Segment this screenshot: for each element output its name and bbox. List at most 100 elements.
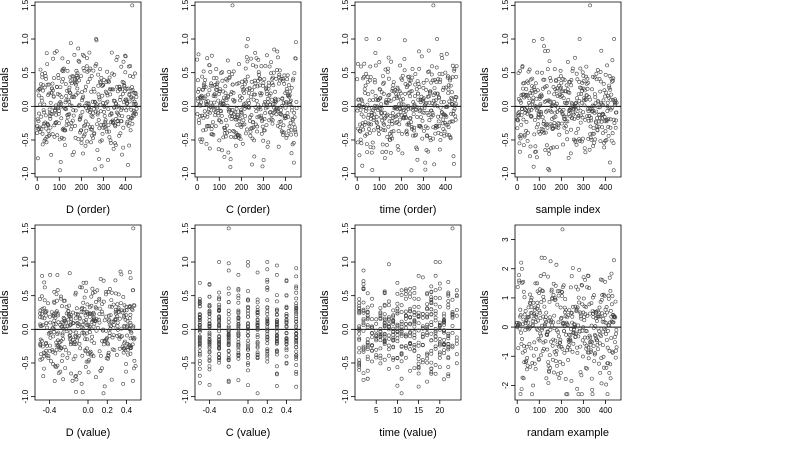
data-point — [601, 354, 606, 359]
data-point — [528, 154, 532, 159]
data-point — [540, 288, 545, 293]
x-tick-label: 5 — [374, 406, 379, 415]
data-point — [63, 82, 68, 86]
data-point — [446, 302, 451, 307]
data-point — [548, 78, 553, 83]
data-point — [195, 57, 200, 62]
data-point — [600, 113, 605, 117]
data-point — [265, 328, 270, 333]
data-point — [197, 353, 202, 358]
data-point — [259, 113, 264, 118]
data-point — [113, 309, 118, 314]
data-point — [605, 392, 610, 397]
data-point — [546, 148, 551, 153]
data-point — [120, 87, 125, 92]
data-point — [255, 300, 260, 305]
data-point — [225, 78, 230, 83]
data-point — [118, 87, 123, 91]
data-point — [403, 334, 408, 339]
data-point — [454, 308, 459, 312]
data-point — [127, 327, 132, 332]
x-tick-label: 200 — [75, 183, 89, 192]
data-point — [519, 330, 523, 335]
data-point — [394, 120, 399, 124]
x-axis-title: time (value) — [379, 427, 436, 439]
data-point — [532, 340, 537, 345]
data-point — [133, 71, 137, 76]
data-point — [579, 373, 584, 378]
data-point — [197, 366, 202, 371]
data-point — [613, 125, 618, 130]
data-point — [248, 129, 253, 134]
data-point — [123, 348, 128, 353]
x-tick-label: 0 — [195, 183, 200, 192]
data-point — [56, 343, 60, 348]
data-point — [580, 302, 585, 307]
data-point — [403, 112, 407, 117]
data-point — [386, 322, 391, 327]
data-point — [99, 353, 103, 358]
data-point — [359, 64, 363, 69]
data-point — [285, 73, 290, 78]
data-point — [73, 354, 78, 359]
data-point — [84, 289, 88, 294]
data-point — [115, 333, 120, 338]
data-point — [241, 118, 246, 123]
data-point — [596, 326, 601, 331]
data-point — [374, 353, 379, 358]
data-point — [246, 346, 250, 351]
data-point — [595, 308, 600, 313]
data-point — [284, 135, 289, 140]
data-point — [229, 90, 234, 94]
data-point — [82, 307, 87, 311]
data-point — [207, 382, 212, 387]
data-point — [561, 96, 566, 101]
data-point — [94, 306, 99, 311]
data-point — [207, 338, 212, 343]
data-point — [446, 331, 451, 336]
data-point — [88, 314, 92, 319]
data-point — [552, 121, 557, 125]
data-point — [525, 315, 530, 320]
data-point — [404, 130, 409, 135]
data-point — [595, 342, 600, 347]
data-point — [437, 343, 442, 348]
data-point — [537, 115, 541, 120]
data-point — [358, 108, 363, 112]
data-point — [553, 283, 558, 288]
data-point — [609, 138, 614, 143]
data-point — [255, 115, 260, 120]
data-point — [382, 312, 387, 317]
data-point — [600, 125, 605, 130]
data-point — [207, 324, 212, 328]
data-point — [251, 97, 256, 102]
data-point — [545, 122, 550, 127]
data-point — [517, 110, 522, 114]
data-point — [117, 336, 122, 341]
data-point — [576, 106, 581, 111]
data-point — [358, 137, 363, 142]
data-point — [517, 326, 522, 331]
data-point — [520, 64, 525, 69]
data-point — [365, 325, 370, 330]
data-point — [398, 110, 403, 115]
data-point — [44, 348, 49, 353]
data-point — [539, 111, 543, 116]
data-point — [412, 342, 417, 347]
data-point — [80, 110, 85, 114]
data-point — [606, 133, 611, 138]
data-point — [402, 38, 407, 43]
data-point — [64, 311, 69, 316]
data-point — [45, 122, 50, 127]
data-point — [246, 263, 250, 268]
data-point — [360, 163, 365, 168]
data-point — [553, 110, 558, 115]
data-point — [284, 341, 289, 346]
data-point — [49, 112, 53, 116]
data-point — [441, 85, 446, 90]
data-point — [55, 273, 60, 277]
data-point — [602, 88, 607, 93]
data-point — [43, 113, 48, 118]
data-point — [425, 111, 430, 115]
data-point — [239, 110, 244, 115]
